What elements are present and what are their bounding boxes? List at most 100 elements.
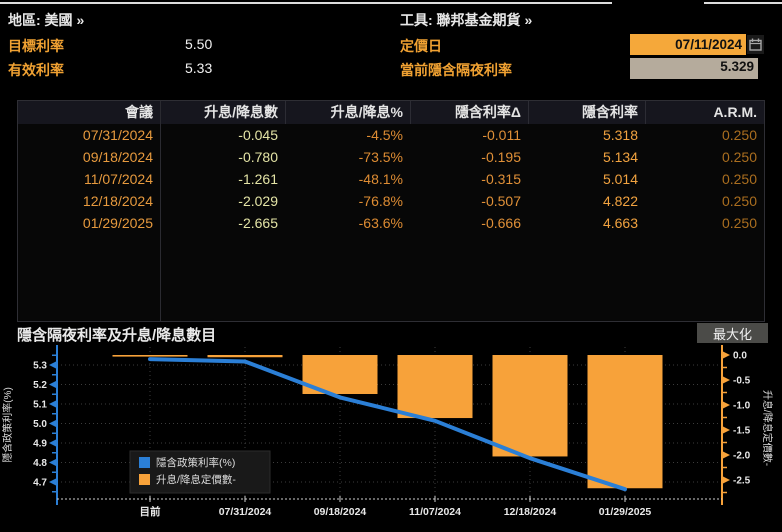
right-axis-tick-label: -2.0 [733,451,751,462]
effective-rate-label: 有效利率 [8,62,64,78]
table-cell: 5.318 [602,127,638,143]
x-axis-label: 01/29/2025 [599,506,652,518]
x-axis-label: 11/07/2024 [409,506,461,518]
col-header-arm: A.R.M. [645,101,764,124]
right-axis-title: 升息/降息定價數- [761,390,774,466]
table-body: 07/31/2024 -0.045 -4.5% -0.011 5.318 0.250 09/… [18,124,764,234]
x-axis-label: 07/31/2024 [219,506,272,518]
table-cell: -0.195 [481,149,521,165]
table-cell: 4.822 [602,193,638,209]
table-cell: -0.666 [481,215,521,231]
calendar-icon [749,38,762,51]
table-row[interactable]: 01/29/2025 -2.665 -63.6% -0.666 4.663 0.250 [18,212,764,234]
rates-chart[interactable]: 5.3 5.2 5.1 5.0 4.9 4.8 4.7 隱含政策利率(%) 0.0 -0.5 -1.… [0,345,782,532]
table-cell: 5.134 [602,149,638,165]
right-axis-tick-arrow [722,401,730,409]
table-cell: 0.250 [721,215,757,231]
right-axis-tick-label: -0.5 [733,376,751,387]
table-row[interactable]: 07/31/2024 -0.045 -4.5% -0.011 5.318 0.250 [18,124,764,146]
left-axis-tick-label: 4.8 [33,458,47,469]
x-axis-label: 09/18/2024 [314,506,367,518]
table-cell: 11/07/2024 [83,171,153,187]
legend-label: 升息/降息定價數- [156,473,236,486]
col-header-hike-cut-pct: 升息/降息% [285,101,410,124]
table-cell: -73.5% [358,149,403,165]
left-axis-tick-arrow [49,419,57,428]
table-cell: -0.507 [481,193,521,209]
left-axis-tick-arrow [49,361,57,369]
table-cell: 5.014 [602,171,638,187]
table-cell: -76.8% [358,193,403,209]
effective-rate-value: 5.33 [185,60,213,76]
current-implied-rate-field: 5.329 [630,58,758,79]
table-cell: -0.045 [238,127,278,143]
top-divider [0,2,782,4]
left-axis-tick-label: 5.0 [33,419,47,430]
table-cell: 4.663 [602,215,638,231]
table-cell: -0.011 [482,127,521,143]
target-rate-value: 5.50 [185,36,213,52]
target-rate-label: 目標利率 [8,38,64,54]
legend-swatch [139,457,150,468]
bar-hike-cut-pricing [397,355,473,419]
table-cell: -0.780 [238,149,278,165]
left-axis-tick-label: 5.2 [33,380,47,391]
right-axis-tick-arrow [722,426,730,434]
maximize-button[interactable]: 最大化 [697,323,768,343]
left-axis-tick-arrow [49,478,57,486]
left-axis-tick-arrow [49,380,57,389]
left-axis-title: 隱含政策利率(%) [1,387,14,463]
table-cell: -0.315 [481,171,521,187]
left-axis-tick-label: 4.9 [33,439,47,450]
right-axis-tick-arrow [722,476,730,484]
table-cell: 0.250 [721,171,757,187]
pricing-date-label: 定價日 [400,38,442,54]
table-cell: 0.250 [721,127,757,143]
col-header-meeting: 會議 [125,104,153,120]
col-header-implied-rate: 隱含利率 [528,101,645,124]
calendar-button[interactable] [747,35,764,54]
left-axis-tick-label: 5.1 [33,400,47,411]
meetings-table: 會議 升息/降息數 升息/降息% 隱含利率Δ 隱含利率 A.R.M. 07/31… [17,100,765,322]
bar-hike-cut-pricing [207,355,283,358]
table-cell: -2.665 [238,215,278,231]
table-row[interactable]: 11/07/2024 -1.261 -48.1% -0.315 5.014 0.250 [18,168,764,190]
table-header-row: 會議 升息/降息數 升息/降息% 隱含利率Δ 隱含利率 A.R.M. [18,101,764,124]
right-axis-tick-arrow [722,351,730,359]
table-cell: 12/18/2024 [82,193,153,209]
bar-hike-cut-pricing [492,355,568,457]
table-cell: -1.261 [238,171,278,187]
tool-selector[interactable]: 工具: 聯邦基金期貨 » [400,12,533,28]
x-axis-label: 目前 [140,505,161,518]
col-header-hike-cut-num: 升息/降息數 [160,101,285,124]
col-header-implied-delta: 隱含利率Δ [410,101,528,124]
table-cell: 07/31/2024 [82,127,153,143]
table-cell: -48.1% [358,171,403,187]
column-separator [160,101,161,321]
right-axis-tick-arrow [722,376,730,384]
x-axis-label: 12/18/2024 [504,506,557,518]
bar-hike-cut-pricing [112,355,188,357]
legend-label: 隱含政策利率(%) [156,456,235,469]
left-axis-tick-arrow [49,458,57,467]
current-implied-rate-label: 當前隱含隔夜利率 [400,62,512,78]
right-axis-tick-label: -1.0 [733,401,751,412]
right-axis-tick-arrow [722,451,730,459]
right-axis-tick-label: -2.5 [733,476,751,487]
left-axis-tick-arrow [49,400,57,408]
pricing-date-input[interactable] [630,34,746,55]
region-selector[interactable]: 地區: 美國 » [8,12,85,28]
right-axis-tick-label: 0.0 [733,351,747,362]
chart-legend-box [129,450,271,494]
table-cell: 0.250 [721,193,757,209]
left-axis-tick-label: 4.7 [33,478,47,489]
table-cell: -4.5% [366,127,403,143]
right-axis-tick-label: -1.5 [733,426,751,437]
table-cell: 01/29/2025 [82,215,153,231]
table-row[interactable]: 09/18/2024 -0.780 -73.5% -0.195 5.134 0.250 [18,146,764,168]
table-row[interactable]: 12/18/2024 -2.029 -76.8% -0.507 4.822 0.250 [18,190,764,212]
legend-swatch [139,474,150,485]
table-cell: -2.029 [238,193,278,209]
chart-title: 隱含隔夜利率及升息/降息數目 [17,327,217,344]
